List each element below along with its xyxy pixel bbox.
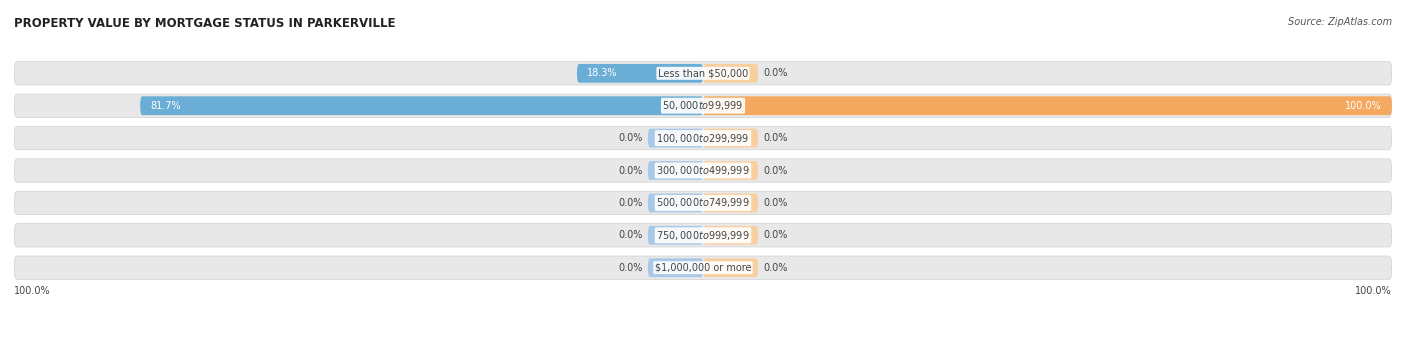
Text: $100,000 to $299,999: $100,000 to $299,999 — [657, 132, 749, 145]
FancyBboxPatch shape — [648, 258, 703, 277]
Text: 100.0%: 100.0% — [14, 286, 51, 296]
Text: 0.0%: 0.0% — [763, 165, 787, 176]
Text: 0.0%: 0.0% — [763, 133, 787, 143]
FancyBboxPatch shape — [703, 129, 758, 148]
Text: 100.0%: 100.0% — [1355, 286, 1392, 296]
Text: 0.0%: 0.0% — [619, 133, 643, 143]
Text: $750,000 to $999,999: $750,000 to $999,999 — [657, 229, 749, 242]
FancyBboxPatch shape — [648, 129, 703, 148]
FancyBboxPatch shape — [648, 161, 703, 180]
FancyBboxPatch shape — [14, 127, 1392, 150]
Text: 0.0%: 0.0% — [763, 198, 787, 208]
FancyBboxPatch shape — [703, 258, 758, 277]
Text: Less than $50,000: Less than $50,000 — [658, 68, 748, 78]
Text: 0.0%: 0.0% — [763, 230, 787, 240]
Text: 81.7%: 81.7% — [150, 101, 181, 111]
FancyBboxPatch shape — [14, 94, 1392, 117]
FancyBboxPatch shape — [703, 226, 758, 245]
Text: 0.0%: 0.0% — [619, 230, 643, 240]
FancyBboxPatch shape — [14, 62, 1392, 85]
FancyBboxPatch shape — [648, 193, 703, 212]
Text: 0.0%: 0.0% — [763, 68, 787, 78]
FancyBboxPatch shape — [14, 256, 1392, 279]
FancyBboxPatch shape — [14, 224, 1392, 247]
FancyBboxPatch shape — [703, 193, 758, 212]
Text: 0.0%: 0.0% — [619, 198, 643, 208]
FancyBboxPatch shape — [703, 64, 758, 83]
FancyBboxPatch shape — [648, 226, 703, 245]
FancyBboxPatch shape — [703, 96, 1392, 115]
FancyBboxPatch shape — [14, 191, 1392, 214]
Text: 18.3%: 18.3% — [588, 68, 617, 78]
Text: 100.0%: 100.0% — [1346, 101, 1382, 111]
Text: $50,000 to $99,999: $50,000 to $99,999 — [662, 99, 744, 112]
Text: Source: ZipAtlas.com: Source: ZipAtlas.com — [1288, 17, 1392, 27]
Text: 0.0%: 0.0% — [619, 263, 643, 273]
FancyBboxPatch shape — [576, 64, 703, 83]
Text: $300,000 to $499,999: $300,000 to $499,999 — [657, 164, 749, 177]
FancyBboxPatch shape — [703, 161, 758, 180]
Text: 0.0%: 0.0% — [619, 165, 643, 176]
Text: 0.0%: 0.0% — [763, 263, 787, 273]
Text: $500,000 to $749,999: $500,000 to $749,999 — [657, 196, 749, 209]
FancyBboxPatch shape — [141, 96, 703, 115]
Text: PROPERTY VALUE BY MORTGAGE STATUS IN PARKERVILLE: PROPERTY VALUE BY MORTGAGE STATUS IN PAR… — [14, 17, 395, 30]
FancyBboxPatch shape — [14, 159, 1392, 182]
Text: $1,000,000 or more: $1,000,000 or more — [655, 263, 751, 273]
